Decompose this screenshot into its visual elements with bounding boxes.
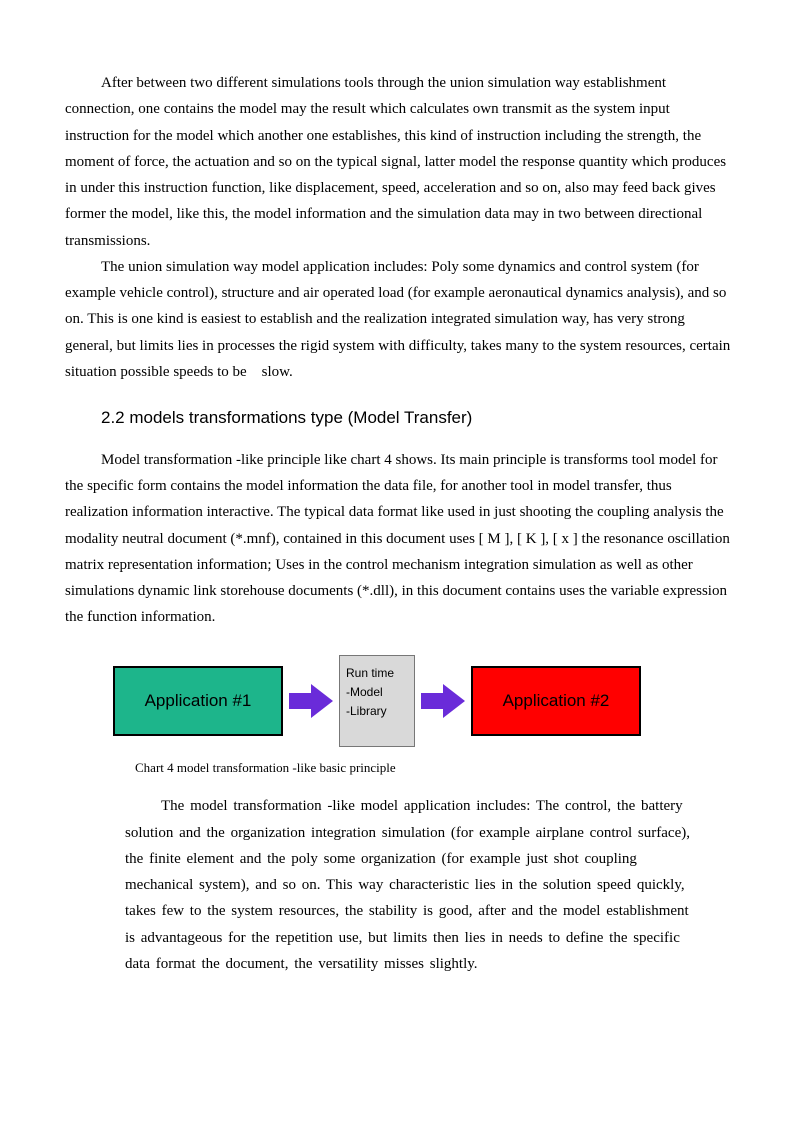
paragraph-4: The model transformation -like model app… bbox=[125, 793, 699, 977]
paragraph-1: After between two different simulations … bbox=[65, 70, 735, 254]
app2-box: Application #2 bbox=[471, 666, 641, 736]
arrow-icon bbox=[421, 684, 465, 718]
model-transfer-diagram: Application #1 Run time -Model -Library … bbox=[113, 655, 735, 747]
runtime-line3: -Library bbox=[346, 702, 408, 721]
runtime-line1: Run time bbox=[346, 664, 408, 683]
arrow-icon bbox=[289, 684, 333, 718]
runtime-line2: -Model bbox=[346, 683, 408, 702]
paragraph-2: The union simulation way model applicati… bbox=[65, 254, 735, 385]
paragraph-4-text: The model transformation -like model app… bbox=[125, 793, 699, 977]
section-heading: 2.2 models transformations type (Model T… bbox=[101, 403, 735, 433]
app1-box: Application #1 bbox=[113, 666, 283, 736]
paragraph-3: Model transformation -like principle lik… bbox=[65, 447, 735, 631]
runtime-box: Run time -Model -Library bbox=[339, 655, 415, 747]
chart-caption: Chart 4 model transformation -like basic… bbox=[135, 757, 735, 780]
